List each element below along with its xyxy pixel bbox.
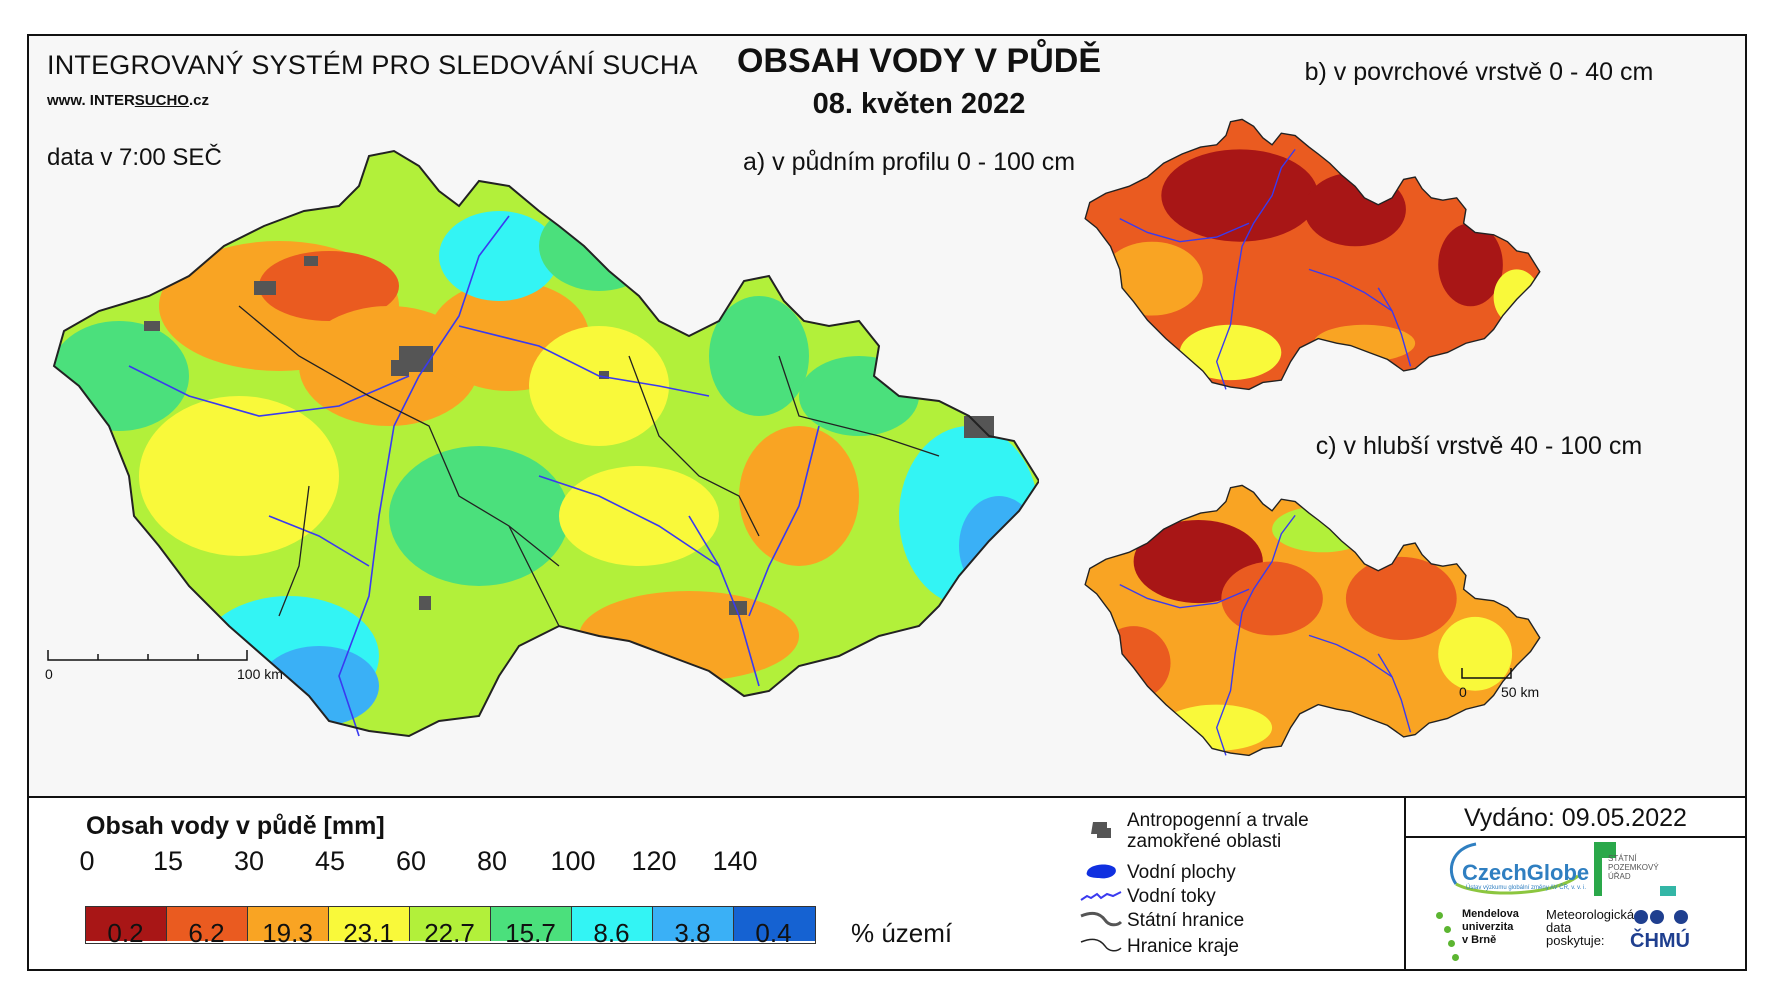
map-a-soil-profile [53, 150, 1039, 737]
legend-percent: 22.7 [424, 918, 475, 948]
legend-urban: Antropogenní a trvale zamokřené oblasti [1127, 810, 1309, 852]
met-data-label: Meteorologická data poskytuje: [1546, 907, 1635, 948]
legend-bin [734, 907, 815, 941]
legend-percent: 6.2 [188, 918, 225, 948]
system-title: INTEGROVANÝ SYSTÉM PRO SLEDOVÁNÍ SUCHA [47, 50, 698, 80]
legend-bin [86, 907, 167, 941]
legend-bin [329, 907, 410, 941]
website-link[interactable]: www. INTERSUCHO.cz [47, 92, 209, 109]
legend-bound: 45 [314, 846, 346, 876]
legend-bound: 80 [476, 846, 508, 876]
river-icon [1080, 891, 1122, 901]
chmu-logo: ČHMÚ [1628, 908, 1728, 968]
legend-area: Obsah vody v půdě [mm] 0 15 30 45 60 80 100 120… [29, 798, 1745, 969]
legend-bin [410, 907, 491, 941]
legend-color-bins [85, 906, 816, 944]
main-scale-bar: 0 100 km [45, 648, 287, 688]
legend-percent: 3.8 [674, 918, 711, 948]
map-date: 08. květen 2022 [812, 88, 1026, 120]
map-b-label: b) v povrchové vrstvě 0 - 40 cm [1304, 58, 1654, 86]
legend-bound: 140 [712, 846, 758, 876]
main-title: OBSAH VODY V PŮDĚ [736, 42, 1101, 80]
legend-bound: 30 [233, 846, 265, 876]
main-scale-start: 0 [45, 666, 53, 682]
partner-logos: CzechGlobe Ústav výzkumu globální změny … [1404, 838, 1745, 969]
legend-state-border: Státní hranice [1127, 910, 1245, 931]
map-area: INTEGROVANÝ SYSTÉM PRO SLEDOVÁNÍ SUCHA w… [29, 36, 1745, 798]
legend-bound: 15 [152, 846, 184, 876]
map-c-deep-layer [1084, 484, 1541, 757]
legend-title: Obsah vody v půdě [mm] [86, 812, 385, 840]
state-border-icon [1080, 911, 1123, 927]
legend-percent: 19.3 [262, 918, 313, 948]
data-time: data v 7:00 SEČ [47, 144, 222, 171]
region-border-icon [1080, 938, 1122, 952]
small-scale-start: 0 [1459, 684, 1467, 700]
small-scale-end: 50 km [1501, 684, 1540, 700]
spu-logo: STÁTNÍ POZEMKOVÝ ÚŘAD [1594, 842, 1704, 902]
legend-percent: 0.2 [107, 918, 144, 948]
legend-water-bodies: Vodní plochy [1127, 862, 1236, 883]
legend-bin [167, 907, 248, 941]
legend-bin [653, 907, 734, 941]
urban-area-icon [1091, 822, 1111, 838]
legend-percent: 15.7 [505, 918, 556, 948]
map-b-surface-layer [1084, 118, 1541, 391]
legend-bound: 100 [550, 846, 596, 876]
legend-bin [491, 907, 572, 941]
legend-region-border: Hranice kraje [1127, 936, 1239, 957]
czechglobe-logo: CzechGlobe [1462, 860, 1590, 885]
legend-percent: 8.6 [593, 918, 630, 948]
legend-bound: 0 [79, 846, 95, 876]
czechglobe-logo-arc [1449, 842, 1579, 895]
legend-percent: 23.1 [343, 918, 394, 948]
legend-bin [572, 907, 653, 941]
spu-text: STÁTNÍ POZEMKOVÝ ÚŘAD [1608, 854, 1659, 881]
legend-percent-unit: % území [851, 918, 953, 948]
map-c-label: c) v hlubší vrstvě 40 - 100 cm [1315, 432, 1643, 460]
legend-bin [248, 907, 329, 941]
issued-date: Vydáno: 09.05.2022 [1404, 798, 1745, 838]
main-scale-end: 100 km [237, 666, 283, 682]
legend-percent: 0.4 [755, 918, 792, 948]
map-sheet: INTEGROVANÝ SYSTÉM PRO SLEDOVÁNÍ SUCHA w… [27, 34, 1747, 971]
main-scale-line [47, 650, 248, 661]
czechglobe-subtitle: Ústav výzkumu globální změny AV ČR, v. v… [1466, 885, 1587, 891]
small-scale-line [1461, 668, 1512, 679]
legend-bound: 120 [631, 846, 677, 876]
legend-bound: 60 [395, 846, 427, 876]
map-a-label: a) v půdním profilu 0 - 100 cm [742, 148, 1076, 176]
water-body-icon [1086, 864, 1116, 879]
legend-rivers: Vodní toky [1127, 886, 1216, 907]
small-scale-bar: 0 50 km [1459, 666, 1551, 706]
